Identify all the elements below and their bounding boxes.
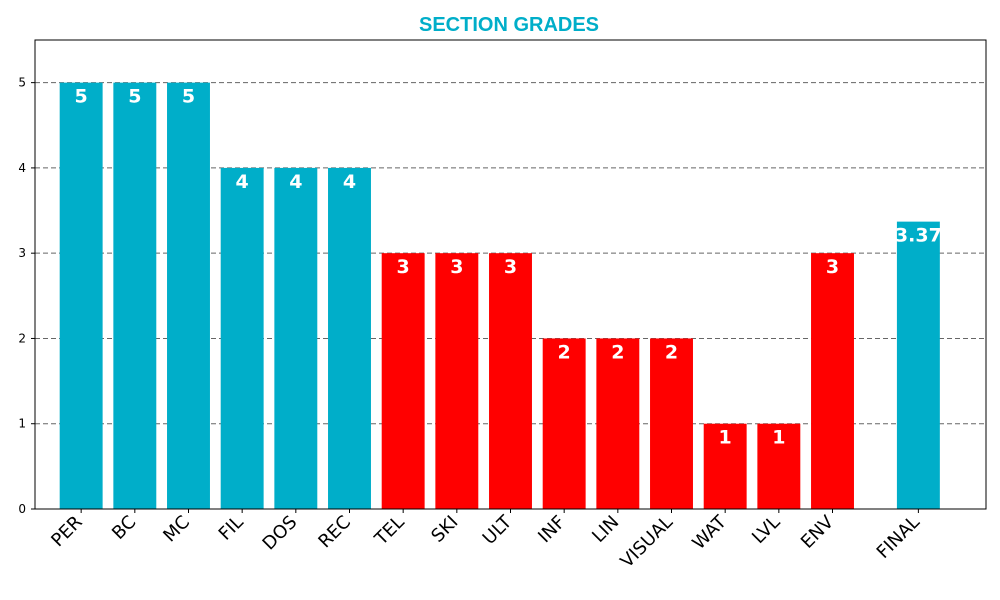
- x-tick-label-visual: VISUAL: [617, 512, 678, 573]
- bar-tel: [381, 253, 425, 509]
- x-tick-label-inf: INF: [534, 512, 569, 547]
- y-tick-label: 2: [18, 331, 26, 345]
- bar-fil: [220, 167, 264, 509]
- x-tick-label-ult: ULT: [479, 511, 517, 549]
- data-label-mc: 5: [182, 86, 195, 108]
- data-label-rec: 4: [343, 171, 356, 193]
- data-label-fil: 4: [236, 171, 249, 193]
- bar-ski: [435, 253, 479, 509]
- x-tick-label-dos: DOS: [259, 512, 302, 555]
- data-label-dos: 4: [289, 171, 302, 193]
- x-tick-label-fil: FIL: [215, 512, 248, 545]
- bar-lin: [596, 338, 640, 509]
- data-label-final: 3.37: [895, 225, 942, 247]
- bar-mc: [167, 82, 210, 510]
- y-tick-label: 0: [18, 502, 26, 516]
- data-label-per: 5: [75, 86, 88, 108]
- chart-title: SECTION GRADES: [419, 14, 599, 36]
- x-tick-label-mc: MC: [159, 512, 194, 547]
- x-tick-label-bc: BC: [108, 512, 140, 544]
- bar-per: [59, 82, 103, 510]
- y-axis: 0 1 2 3 4 5: [18, 76, 35, 516]
- y-tick-label: 3: [18, 246, 26, 260]
- x-tick-label-wat: WAT: [688, 511, 731, 554]
- bar-visual: [650, 338, 693, 509]
- data-label-wat: 1: [719, 427, 732, 449]
- y-tick-label: 1: [18, 417, 26, 431]
- bar-dos: [274, 167, 318, 509]
- data-label-tel: 3: [397, 256, 410, 278]
- y-tick-label: 4: [18, 161, 26, 175]
- x-tick-label-env: ENV: [797, 511, 839, 553]
- x-tick-label-tel: TEL: [370, 512, 408, 550]
- x-tick-label-rec: REC: [314, 512, 355, 553]
- bars: [59, 82, 940, 510]
- bar-env: [811, 253, 854, 509]
- x-tick-label-per: PER: [47, 512, 86, 551]
- bar-bc: [113, 82, 157, 510]
- bar-lvl: [757, 423, 801, 509]
- bar-final: [896, 221, 940, 509]
- data-label-lvl: 1: [772, 427, 785, 449]
- x-tick-label-lvl: LVL: [748, 512, 784, 548]
- y-tick-label: 5: [18, 76, 26, 90]
- bar-ult: [489, 253, 532, 509]
- bar-wat: [703, 423, 747, 509]
- data-labels: 5 5 5 4 4 4 3 3 3 2 2 2 1 1 3 3.37: [75, 86, 942, 449]
- data-label-ult: 3: [504, 256, 517, 278]
- x-tick-label-lin: LIN: [588, 512, 623, 547]
- data-label-visual: 2: [665, 341, 678, 363]
- bar-rec: [328, 167, 371, 509]
- data-label-inf: 2: [558, 341, 571, 363]
- data-label-lin: 2: [611, 341, 624, 363]
- x-tick-label-ski: SKI: [427, 512, 462, 547]
- bar-inf: [542, 338, 586, 509]
- x-tick-label-final: FINAL: [873, 512, 924, 563]
- data-label-env: 3: [826, 256, 839, 278]
- data-label-bc: 5: [128, 86, 141, 108]
- data-label-ski: 3: [450, 256, 463, 278]
